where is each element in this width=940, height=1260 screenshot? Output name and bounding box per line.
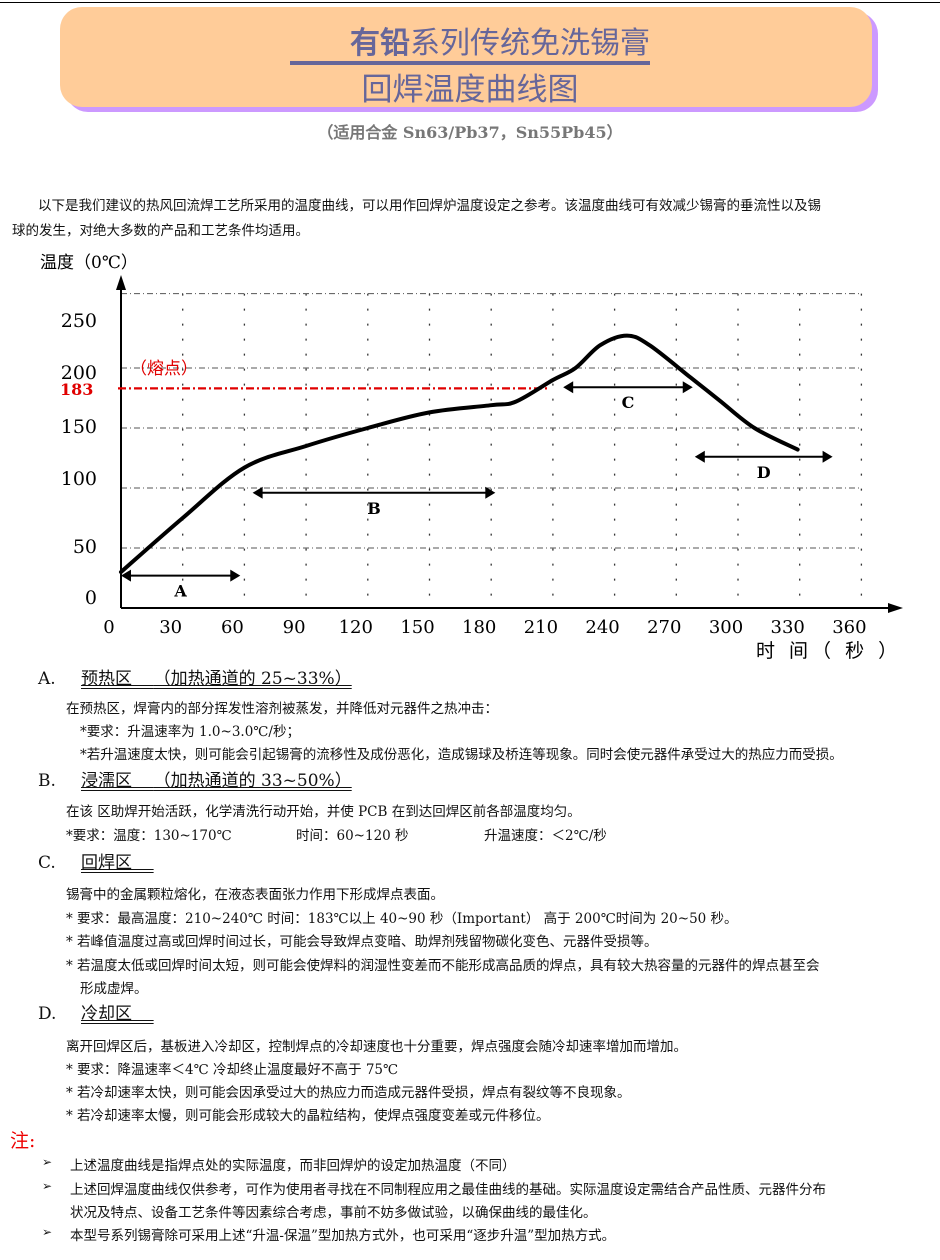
section-line: 形成虚焊。 xyxy=(80,981,148,997)
x-tick-label: 270 xyxy=(647,617,681,638)
arrow-left-icon xyxy=(563,381,574,394)
zone-label: A xyxy=(173,582,187,601)
requirement-item: 时间：60~120 秒 xyxy=(296,828,409,844)
intro-line-2: 球的发生，对绝大多数的产品和工艺条件均适用。 xyxy=(12,223,309,239)
note-line: 本型号系列锡膏除可采用上述“升温-保温”型加热方式外，也可采用“逐步升温”型加热… xyxy=(70,1228,616,1244)
section-letter: D. xyxy=(38,1004,57,1024)
x-axis-arrow-icon xyxy=(888,603,903,613)
x-tick-label: 240 xyxy=(585,617,619,638)
x-tick-label: 0 xyxy=(103,617,114,638)
section-letter: C. xyxy=(38,853,56,873)
section-title-extra: （加热通道的 33~50%） xyxy=(153,771,352,791)
x-tick-label: 210 xyxy=(524,617,558,638)
x-tick-label: 180 xyxy=(462,617,496,638)
section-title-extra: （加热通道的 25~33%） xyxy=(153,669,352,689)
zone-label: B xyxy=(367,499,381,518)
note-line: 上述温度曲线是指焊点处的实际温度，而非回焊炉的设定加热温度（不同） xyxy=(70,1158,516,1174)
section-title-text: 回焊区 xyxy=(81,853,132,873)
section-letter: B. xyxy=(38,771,56,791)
title-rest: 系列传统免洗锡膏 xyxy=(410,26,650,61)
section-line: 离开回焊区后，基板进入冷却区，控制焊点的冷却速度也十分重要，焊点强度会随冷却速率… xyxy=(66,1039,687,1055)
temperature-curve xyxy=(119,333,800,574)
y-axis-arrow-icon xyxy=(116,275,126,290)
title-bold: 有铅 xyxy=(350,26,410,61)
requirement-item: 升温速度：＜2℃/秒 xyxy=(484,828,607,844)
section-heading: C. 回焊区 xyxy=(38,848,154,873)
arrow-right-icon xyxy=(485,486,496,499)
arrow-right-icon xyxy=(822,450,833,463)
title-line-1: 有铅系列传统免洗锡膏 xyxy=(0,18,940,65)
x-tick-label: 90 xyxy=(283,617,306,638)
section-title-text: 浸濡区 xyxy=(81,771,132,791)
x-tick-label: 360 xyxy=(832,617,866,638)
y-tick-label: 100 xyxy=(61,468,97,490)
melting-point-label: （熔点） xyxy=(130,359,198,379)
arrow-left-icon xyxy=(121,569,131,582)
section-line: 在预热区，焊膏内的部分挥发性溶剂被蒸发，并降低对元器件之热冲击： xyxy=(66,701,498,717)
intro-line-1: 以下是我们建议的热风回流焊工艺所采用的温度曲线，可以用作回焊炉温度设定之参考。该… xyxy=(38,198,821,214)
y-tick-label: 50 xyxy=(73,536,97,558)
y-tick-label: 250 xyxy=(61,310,97,332)
subtitle: （适用合金 Sn63/Pb37，Sn55Pb45） xyxy=(317,123,623,142)
section-line: * 要求：最高温度：210~240℃ 时间：183℃以上 40~90 秒（Imp… xyxy=(66,911,738,927)
section-title: 冷却区 xyxy=(81,1004,154,1024)
x-tick-label: 150 xyxy=(400,617,434,638)
arrow-left-icon xyxy=(694,450,705,463)
arrowhead-bullet-icon: ➢ xyxy=(42,1179,53,1193)
x-tick-label: 30 xyxy=(159,617,182,638)
section-heading: A. 预热区 （加热通道的 25~33%） xyxy=(38,664,352,689)
requirement-item: *要求：温度：130~170℃ xyxy=(66,828,232,844)
y-tick-label: 0 xyxy=(85,587,97,609)
note-line: 上述回焊温度曲线仅供参考，可作为使用者寻找在不同制程应用之最佳曲线的基础。实际温… xyxy=(70,1182,826,1198)
title-banner xyxy=(60,7,872,107)
x-axis-label: 时 间（ 秒 ） xyxy=(756,640,901,662)
reflow-profile-chart: 温度（0℃） 时 间（ 秒 ） 0 30 60 90 120 150 180 210 240 27… xyxy=(40,253,903,662)
section-heading: D. 冷却区 xyxy=(38,999,154,1024)
section-line: * 若峰值温度过高或回焊时间过长，可能会导致焊点变暗、助焊剂残留物碳化变色、元器… xyxy=(66,934,658,950)
arrow-left-icon xyxy=(252,486,263,499)
title-line-2: 回焊温度曲线图 xyxy=(361,72,579,108)
section-title: 回焊区 xyxy=(81,853,154,873)
x-tick-label: 300 xyxy=(709,617,743,638)
arrowhead-bullet-icon: ➢ xyxy=(42,1225,53,1239)
notes-label: 注: xyxy=(10,1130,36,1152)
zone-label: C xyxy=(622,393,635,412)
section-letter: A. xyxy=(38,669,56,689)
arrow-right-icon xyxy=(230,569,241,582)
note-line: 状况及特点、设备工艺条件等因素综合考虑，事前不妨多做试验，以确保曲线的最佳化。 xyxy=(70,1205,597,1221)
arrow-right-icon xyxy=(682,381,693,394)
arrowhead-bullet-icon: ➢ xyxy=(42,1155,53,1169)
section-line: *若升温速度太快，则可能会引起锡膏的流移性及成份恶化，造成锡球及桥连等现象。同时… xyxy=(80,747,843,763)
section-title: 预热区 （加热通道的 25~33%） xyxy=(81,669,352,689)
section-line: * 若冷却速率太慢，则可能会形成较大的晶粒结构，使焊点强度变差或元件移位。 xyxy=(66,1108,550,1124)
section-title: 浸濡区 （加热通道的 33~50%） xyxy=(81,771,352,791)
top-rule xyxy=(0,2,940,3)
x-tick-label: 60 xyxy=(221,617,244,638)
section-line: * 若温度太低或回焊时间太短，则可能会使焊料的润湿性变差而不能形成高品质的焊点，… xyxy=(66,958,820,974)
section-line: *要求：升温速率为 1.0~3.0℃/秒； xyxy=(80,724,300,740)
y-tick-label: 150 xyxy=(61,416,97,438)
section-heading: B. 浸濡区 （加热通道的 33~50%） xyxy=(38,766,352,791)
section-line: 锡膏中的金属颗粒熔化，在液态表面张力作用下形成焊点表面。 xyxy=(66,887,444,903)
section-line: * 要求：降温速率＜4℃ 冷却终止温度最好不高于 75℃ xyxy=(66,1062,399,1078)
y-tick-label: 200 xyxy=(61,362,97,384)
section-line: 在该 区助焊开始活跃，化学清洗行动开始，并使 PCB 在到达回焊区前各部温度均匀… xyxy=(66,804,581,820)
melting-point-value: 183 xyxy=(60,380,93,399)
y-axis-label: 温度（0℃） xyxy=(40,253,138,273)
x-tick-label: 120 xyxy=(339,617,373,638)
section-title-text: 预热区 xyxy=(81,669,132,689)
zone-label: D xyxy=(757,463,771,482)
section-line: * 若冷却速率太快，则可能会因承受过大的热应力而造成元器件受损，焊点有裂纹等不良… xyxy=(66,1085,631,1101)
section-title-text: 冷却区 xyxy=(81,1004,132,1024)
x-tick-label: 330 xyxy=(771,617,805,638)
